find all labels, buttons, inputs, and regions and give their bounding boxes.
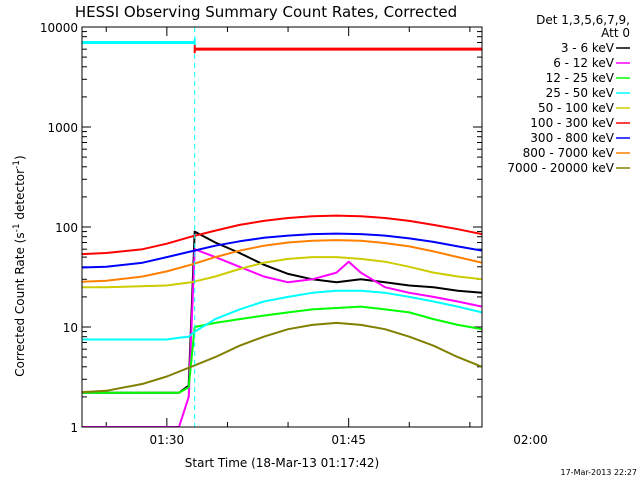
chart-title: HESSI Observing Summary Count Rates, Cor… (75, 3, 457, 21)
series-line (82, 214, 482, 256)
legend-entry-label: 800 - 7000 keV (523, 146, 615, 160)
plot-frame (81, 26, 483, 428)
y-tick-label: 100 (55, 221, 78, 235)
legend-entry-label: 300 - 800 keV (530, 131, 614, 145)
tick-labels: 11010010001000001:3001:4502:0002:1502:30… (40, 21, 548, 447)
legend-header-line-2: Att 0 (601, 26, 630, 40)
series-line (82, 248, 482, 427)
y-tick-label: 10000 (40, 21, 78, 35)
series-line (82, 232, 482, 269)
series-line (82, 230, 482, 394)
x-axis-label: Start Time (18-Mar-13 01:17:42) (185, 456, 379, 470)
x-tick-label: 02:00 (513, 433, 548, 447)
legend-entry-label: 3 - 6 keV (561, 41, 615, 55)
series-line (82, 321, 482, 394)
flag-overlays (82, 27, 482, 427)
timestamp: 17-Mar-2013 22:27 (561, 468, 638, 477)
data-series (82, 214, 482, 427)
x-tick-label: 01:30 (150, 433, 185, 447)
y-tick-label: 10 (63, 321, 78, 335)
legend-entry-label: 6 - 12 keV (553, 56, 615, 70)
legend-entry-label: 12 - 25 keV (546, 71, 615, 85)
x-tick-label: 01:45 (331, 433, 366, 447)
y-tick-label: 1 (70, 421, 78, 435)
legend-entry-label: 25 - 50 keV (546, 86, 615, 100)
legend-entry-label: 100 - 300 keV (530, 116, 614, 130)
series-line (82, 305, 482, 394)
series-line (82, 289, 482, 341)
legend-header-line-1: Det 1,3,5,6,7,9, (536, 13, 630, 27)
legend-entry-label: 50 - 100 keV (538, 101, 615, 115)
y-tick-label: 1000 (47, 121, 78, 135)
series-line (82, 239, 482, 283)
legend-entry-label: 7000 - 20000 keV (507, 161, 614, 175)
y-axis-label: Corrected Count Rate (s-1 detector-1) (12, 155, 27, 376)
series-line (82, 256, 482, 289)
axes-ticks (82, 26, 482, 428)
